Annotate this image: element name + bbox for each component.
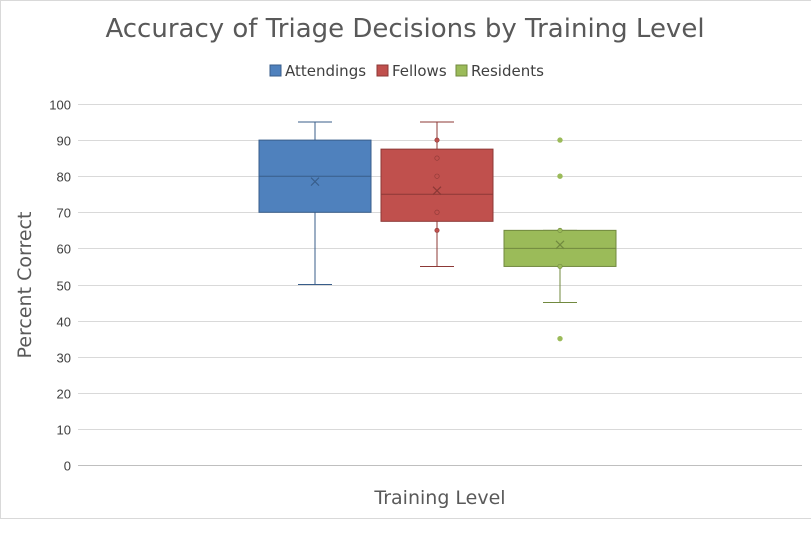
data-point: [434, 227, 440, 233]
box-residents: [503, 137, 617, 342]
y-tick-label: 70: [57, 206, 71, 221]
y-tick-label: 90: [57, 134, 71, 149]
outlier-point: [557, 173, 563, 179]
data-point: [434, 173, 440, 179]
legend-swatch: [269, 64, 282, 77]
y-tick-label: 0: [64, 459, 71, 474]
legend: Attendings Fellows Residents: [269, 62, 544, 80]
mean-marker: [310, 177, 320, 187]
legend-label: Attendings: [285, 62, 366, 80]
legend-label: Fellows: [392, 62, 447, 80]
y-tick-label: 100: [49, 98, 71, 113]
y-tick-label: 20: [57, 387, 71, 402]
box-series: [258, 121, 617, 342]
data-point: [434, 137, 440, 143]
outlier-point: [557, 335, 563, 342]
y-tick-label: 40: [57, 315, 71, 330]
mean-marker: [432, 186, 442, 196]
data-point: [557, 227, 563, 233]
outlier-point: [557, 137, 563, 143]
box-iqr: [380, 148, 494, 222]
y-tick-label: 10: [57, 423, 71, 438]
box-fellows: [380, 121, 494, 267]
legend-label: Residents: [471, 62, 544, 80]
x-axis-label: Training Level: [373, 487, 505, 509]
mean-marker: [555, 240, 565, 250]
box-attendings: [258, 121, 372, 285]
chart-title: Accuracy of Triage Decisions by Training…: [105, 14, 704, 44]
y-tick-label: 50: [57, 279, 71, 294]
y-axis-ticks: 0 10 20 30 40 50 60 70 80 90 100: [49, 98, 71, 474]
chart-background: [0, 0, 811, 519]
legend-swatch: [455, 64, 468, 77]
y-tick-label: 60: [57, 242, 71, 257]
data-point: [434, 155, 440, 161]
data-point: [557, 263, 563, 269]
data-point: [434, 209, 440, 215]
y-tick-label: 80: [57, 170, 71, 185]
y-axis-label: Percent Correct: [14, 212, 36, 359]
legend-swatch: [376, 64, 389, 77]
y-tick-label: 30: [57, 351, 71, 366]
